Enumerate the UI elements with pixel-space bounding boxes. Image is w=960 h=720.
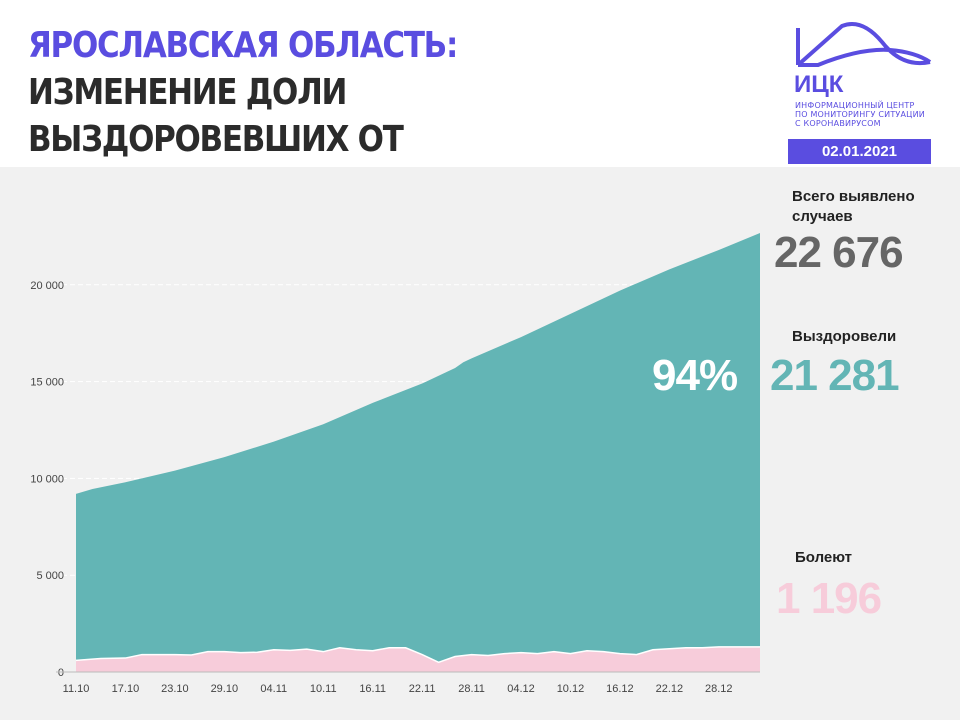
x-tick-label: 16.11 bbox=[359, 683, 386, 695]
y-tick-label: 10 000 bbox=[30, 473, 64, 485]
y-tick-label: 15 000 bbox=[30, 377, 64, 389]
x-tick-label: 10.11 bbox=[310, 683, 337, 695]
recovered-label: Выздоровели bbox=[792, 328, 897, 345]
x-tick-label: 17.10 bbox=[112, 683, 140, 695]
title-region: ЯРОСЛАВСКАЯ ОБЛАСТЬ: bbox=[28, 25, 458, 66]
sick-area-edge bbox=[75, 646, 760, 664]
total-value: 22 676 bbox=[774, 228, 904, 277]
x-tick-label: 16.12 bbox=[606, 683, 634, 695]
area-chart: 0 5 000 10 000 15 000 20 000 11.10 17.10 23.10 2… bbox=[30, 233, 760, 695]
logo-mark-icon bbox=[796, 22, 932, 67]
x-tick-label: 29.10 bbox=[211, 683, 239, 695]
x-tick-label: 11.10 bbox=[63, 683, 90, 695]
recovered-value: 21 281 bbox=[770, 351, 900, 400]
title-rest: ИЗМЕНЕНИЕ ДОЛИ bbox=[28, 72, 347, 113]
sick-value: 1 196 bbox=[776, 574, 882, 623]
logo-caption: ИНФОРМАЦИОННЫЙ ЦЕНТР ПО МОНИТОРИНГУ СИТУ… bbox=[795, 101, 945, 128]
recovered-area bbox=[76, 233, 760, 672]
x-tick-label: 22.11 bbox=[409, 683, 436, 695]
date-badge: 02.01.2021 bbox=[788, 139, 931, 164]
x-tick-label: 10.12 bbox=[557, 683, 585, 695]
logo-caption-line1: ИНФОРМАЦИОННЫЙ ЦЕНТР bbox=[795, 101, 915, 110]
logo-abbr: ИЦК bbox=[794, 71, 844, 98]
y-tick-label: 0 bbox=[58, 667, 64, 679]
total-label-line1: Всего выявлено bbox=[792, 188, 915, 205]
chart-panel: 0 5 000 10 000 15 000 20 000 11.10 17.10 23.10 2… bbox=[0, 167, 960, 720]
header: ЯРОСЛАВСКАЯ ОБЛАСТЬ: ИЗМЕНЕНИЕ ДОЛИ ВЫЗД… bbox=[0, 0, 960, 207]
recovered-percent: 94% bbox=[652, 351, 738, 400]
x-tick-label: 23.10 bbox=[161, 683, 189, 695]
x-tick-label: 04.12 bbox=[507, 683, 535, 695]
x-tick-label: 04.11 bbox=[260, 683, 287, 695]
y-tick-label: 5 000 bbox=[36, 570, 64, 582]
logo: ИЦК bbox=[794, 22, 932, 98]
logo-caption-line3: С КОРОНАВИРУСОМ bbox=[795, 119, 881, 128]
sick-label: Болеют bbox=[795, 549, 853, 566]
x-tick-label: 22.12 bbox=[656, 683, 684, 695]
logo-caption-line2: ПО МОНИТОРИНГУ СИТУАЦИИ bbox=[795, 110, 925, 119]
x-tick-label: 28.12 bbox=[705, 683, 733, 695]
total-label-line2: случаев bbox=[792, 208, 853, 225]
x-tick-label: 28.11 bbox=[458, 683, 485, 695]
total-label: Всего выявлено случаев bbox=[792, 187, 915, 227]
y-tick-label: 20 000 bbox=[30, 280, 64, 292]
